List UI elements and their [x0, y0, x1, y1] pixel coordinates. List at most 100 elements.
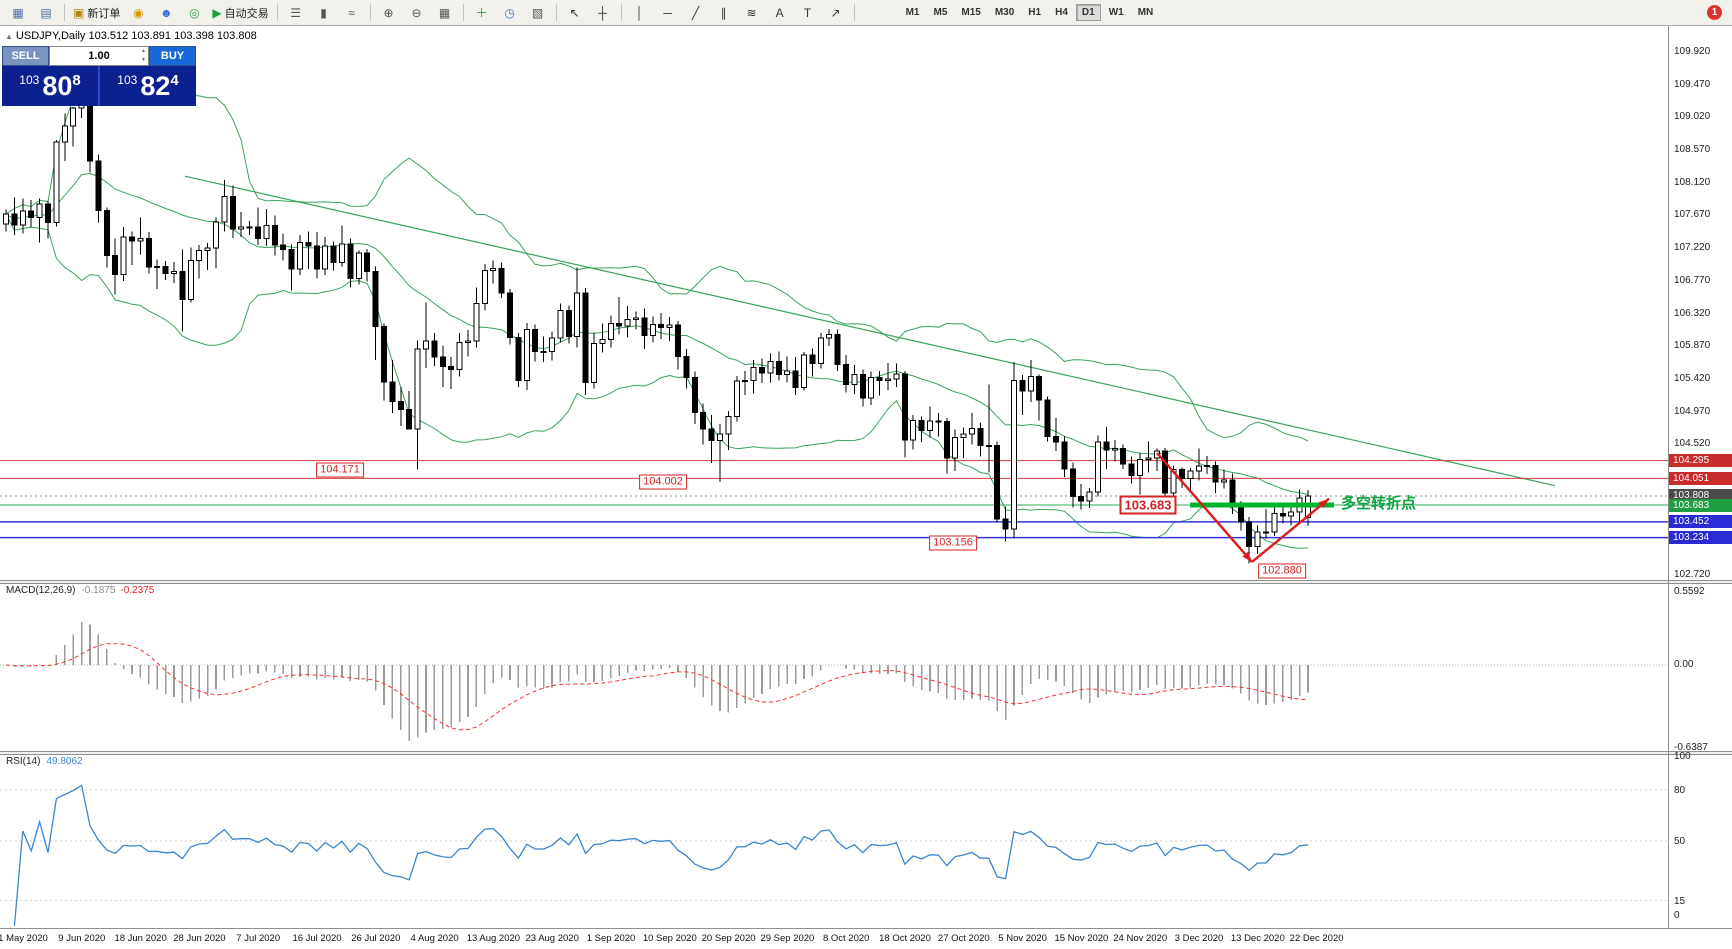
channel-icon[interactable]: ∥ [710, 2, 738, 24]
zoom-in-icon: ⊕ [383, 5, 394, 20]
deposit-icon[interactable]: ◉ [124, 2, 152, 24]
shapes-icon[interactable]: ↗ [822, 2, 850, 24]
fibo-icon[interactable]: ≋ [738, 2, 766, 24]
rsi-indicator-label: RSI(14) 49.8062 [6, 756, 83, 767]
hline-icon[interactable]: ─ [654, 2, 682, 24]
new-order-button: ▣ [73, 5, 85, 20]
label-icon: T [803, 5, 812, 20]
crosshair-icon: ┼ [598, 5, 607, 20]
templates-icon[interactable]: ▧ [524, 2, 552, 24]
rsi-axis-tick: 0 [1674, 910, 1680, 921]
timeframe-M1[interactable]: M1 [905, 7, 920, 18]
timeframe-M30[interactable]: M30 [994, 7, 1015, 18]
bar-chart-icon[interactable]: ☰ [282, 2, 310, 24]
label-icon[interactable]: T [794, 2, 822, 24]
vline-icon[interactable]: │ [626, 2, 654, 24]
price-axis-label: 103.234 [1669, 531, 1732, 545]
new-chart-icon[interactable]: ▦ [4, 2, 32, 24]
volume-spin-arrows[interactable]: ▲ ▼ [141, 47, 146, 65]
date-label: 1 Sep 2020 [586, 933, 636, 944]
zoom-in-icon[interactable]: ⊕ [375, 2, 403, 24]
autotrade-button[interactable]: ▶ 自动交易 [208, 2, 272, 24]
macd-hist-value: -0.1875 [81, 585, 116, 596]
rsi-axis-tick: 80 [1674, 785, 1686, 796]
bar-chart-icon: ☰ [290, 5, 301, 20]
community-icon: ☻ [160, 5, 173, 20]
date-label: 15 Nov 2020 [1054, 933, 1109, 944]
timeframe-H1[interactable]: H1 [1028, 7, 1042, 18]
market-icon[interactable]: ◎ [180, 2, 208, 24]
y-axis-tick: 109.470 [1674, 78, 1711, 90]
timeframe-M15[interactable]: M15 [961, 7, 981, 18]
price-annotation-box: 104.171 [316, 462, 364, 478]
vline-icon: │ [635, 5, 644, 20]
crosshair-icon[interactable]: ┼ [589, 2, 617, 24]
volume-value: 1.00 [88, 50, 110, 62]
new-order-button[interactable]: ▣ 新订单 [69, 2, 124, 24]
periods-icon[interactable]: ◷ [496, 2, 524, 24]
y-axis-tick: 107.670 [1674, 209, 1711, 221]
spin-up-icon[interactable]: ▲ [141, 48, 146, 54]
zoom-out-icon[interactable]: ⊖ [403, 2, 431, 24]
rsi-axis-tick: 100 [1674, 751, 1691, 762]
buy-button[interactable]: BUY [149, 46, 196, 66]
toolbar: ▦ ▤ ▣ 新订单 ◉ ☻ ◎ ▶ 自动交易 ☰ ▮ ≈ ⊕ ⊖ ▦ ＋ ◷ ▧ ↖ ┼ │ ─ ╱ ∥ ≋ A T ↗ M1 M5 M15… [0, 0, 1732, 26]
price-annotation-box: 103.156 [929, 535, 977, 551]
cursor-icon[interactable]: ↖ [561, 2, 589, 24]
templates-icon: ▧ [531, 5, 544, 20]
date-label: 18 Jun 2020 [114, 933, 167, 944]
fibo-icon: ≋ [746, 5, 757, 20]
line-chart-icon[interactable]: ≈ [338, 2, 366, 24]
date-axis[interactable] [0, 928, 1732, 949]
toolbar-separator [369, 4, 371, 21]
timeframe-W1[interactable]: W1 [1108, 7, 1124, 18]
turning-point-annotation: 多空转折点 [1341, 495, 1417, 512]
candle-chart-icon[interactable]: ▮ [310, 2, 338, 24]
notification-badge[interactable]: 1 [1707, 5, 1722, 20]
toolbar-separator [64, 4, 65, 21]
price-axis-border [1668, 26, 1669, 928]
sell-button[interactable]: SELL [2, 46, 49, 66]
timeframe-H4[interactable]: H4 [1055, 7, 1068, 18]
rsi-pane-separator[interactable] [0, 751, 1732, 755]
autotrade-button: ▶ [212, 5, 222, 20]
rsi-name: RSI(14) [6, 756, 41, 767]
profiles-icon[interactable]: ▤ [32, 2, 60, 24]
rsi-layer [0, 784, 1668, 927]
y-axis-tick: 104.970 [1674, 405, 1711, 417]
indicators-icon[interactable]: ＋ [468, 2, 496, 24]
date-label: 13 Dec 2020 [1230, 933, 1285, 944]
rsi-axis-tick: 15 [1674, 895, 1686, 907]
date-label: 4 Aug 2020 [410, 933, 459, 944]
y-axis-tick: 104.520 [1674, 438, 1711, 450]
deposit-icon: ◉ [133, 5, 144, 20]
timeframe-group: M1 M5 M15 M30 H1 H4 D1 W1 MN [899, 4, 1161, 21]
date-label: 1 May 2020 [0, 933, 48, 944]
trendline-icon[interactable]: ╱ [682, 2, 710, 24]
timeframe-D1[interactable]: D1 [1075, 4, 1101, 21]
buy-price-big: 82 [140, 71, 171, 101]
spin-down-icon[interactable]: ▼ [141, 57, 146, 63]
text-icon[interactable]: A [766, 2, 794, 24]
y-axis-tick: 106.770 [1674, 274, 1711, 286]
periods-icon: ◷ [504, 5, 515, 20]
timeframe-M5[interactable]: M5 [933, 7, 948, 18]
sell-price-quote[interactable]: 103 80 8 [2, 66, 98, 106]
tile-windows-icon[interactable]: ▦ [431, 2, 459, 24]
macd-axis-tick: -0.6387 [1674, 742, 1708, 754]
price-annotation-box: 102.880 [1258, 563, 1306, 579]
new-chart-icon: ▦ [12, 5, 24, 20]
symbol-collapse-icon[interactable]: ▲ [5, 32, 13, 41]
y-axis-tick: 107.220 [1674, 242, 1711, 254]
macd-layer [0, 621, 1668, 742]
volume-stepper[interactable]: 1.00 ▲ ▼ [49, 46, 149, 66]
macd-name: MACD(12,26,9) [6, 585, 76, 596]
date-label: 23 Aug 2020 [525, 933, 579, 944]
buy-price-quote[interactable]: 103 82 4 [100, 66, 196, 106]
timeframe-MN[interactable]: MN [1137, 7, 1154, 18]
text-icon: A [775, 5, 784, 20]
community-icon[interactable]: ☻ [152, 2, 180, 24]
macd-pane-separator[interactable] [0, 580, 1732, 584]
